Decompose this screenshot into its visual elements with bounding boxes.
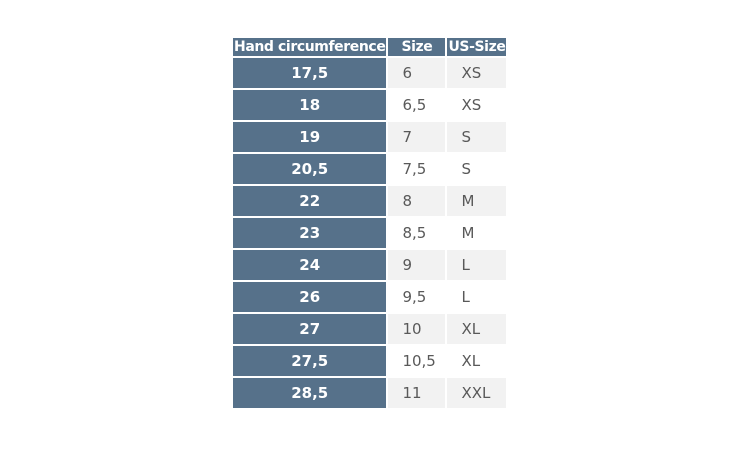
hand-circumference-cell: 17,5 [233, 58, 387, 88]
us-size-cell: M [447, 218, 507, 248]
us-size-cell: XL [447, 346, 507, 376]
header-hand-circumference: Hand circumference [233, 38, 387, 56]
size-cell: 8 [388, 186, 446, 216]
table-row: 27,5 10,5 XL [233, 346, 507, 376]
header-size: Size [388, 38, 446, 56]
hand-circumference-cell: 18 [233, 90, 387, 120]
size-cell: 6 [388, 58, 446, 88]
us-size-cell: L [447, 282, 507, 312]
table-row: 26 9,5 L [233, 282, 507, 312]
hand-circumference-cell: 19 [233, 122, 387, 152]
table-row: 19 7 S [233, 122, 507, 152]
hand-circumference-cell: 27,5 [233, 346, 387, 376]
table-row: 18 6,5 XS [233, 90, 507, 120]
us-size-cell: L [447, 250, 507, 280]
table-row: 23 8,5 M [233, 218, 507, 248]
table-row: 20,5 7,5 S [233, 154, 507, 184]
size-cell: 6,5 [388, 90, 446, 120]
us-size-cell: S [447, 154, 507, 184]
size-chart-table: Hand circumference Size US-Size 17,5 6 XS 1… [231, 36, 508, 410]
hand-circumference-cell: 22 [233, 186, 387, 216]
header-row: Hand circumference Size US-Size [233, 38, 507, 56]
size-cell: 10 [388, 314, 446, 344]
table-row: 22 8 M [233, 186, 507, 216]
hand-circumference-cell: 20,5 [233, 154, 387, 184]
us-size-cell: XL [447, 314, 507, 344]
us-size-cell: XXL [447, 378, 507, 408]
us-size-cell: XS [447, 58, 507, 88]
us-size-cell: M [447, 186, 507, 216]
table-row: 28,5 11 XXL [233, 378, 507, 408]
size-cell: 11 [388, 378, 446, 408]
hand-circumference-cell: 26 [233, 282, 387, 312]
size-cell: 9,5 [388, 282, 446, 312]
size-cell: 9 [388, 250, 446, 280]
size-cell: 8,5 [388, 218, 446, 248]
table-row: 27 10 XL [233, 314, 507, 344]
table-row: 24 9 L [233, 250, 507, 280]
us-size-cell: S [447, 122, 507, 152]
hand-circumference-cell: 27 [233, 314, 387, 344]
hand-circumference-cell: 23 [233, 218, 387, 248]
size-cell: 7 [388, 122, 446, 152]
header-us-size: US-Size [447, 38, 507, 56]
us-size-cell: XS [447, 90, 507, 120]
size-cell: 7,5 [388, 154, 446, 184]
hand-circumference-cell: 28,5 [233, 378, 387, 408]
size-cell: 10,5 [388, 346, 446, 376]
table-row: 17,5 6 XS [233, 58, 507, 88]
hand-circumference-cell: 24 [233, 250, 387, 280]
